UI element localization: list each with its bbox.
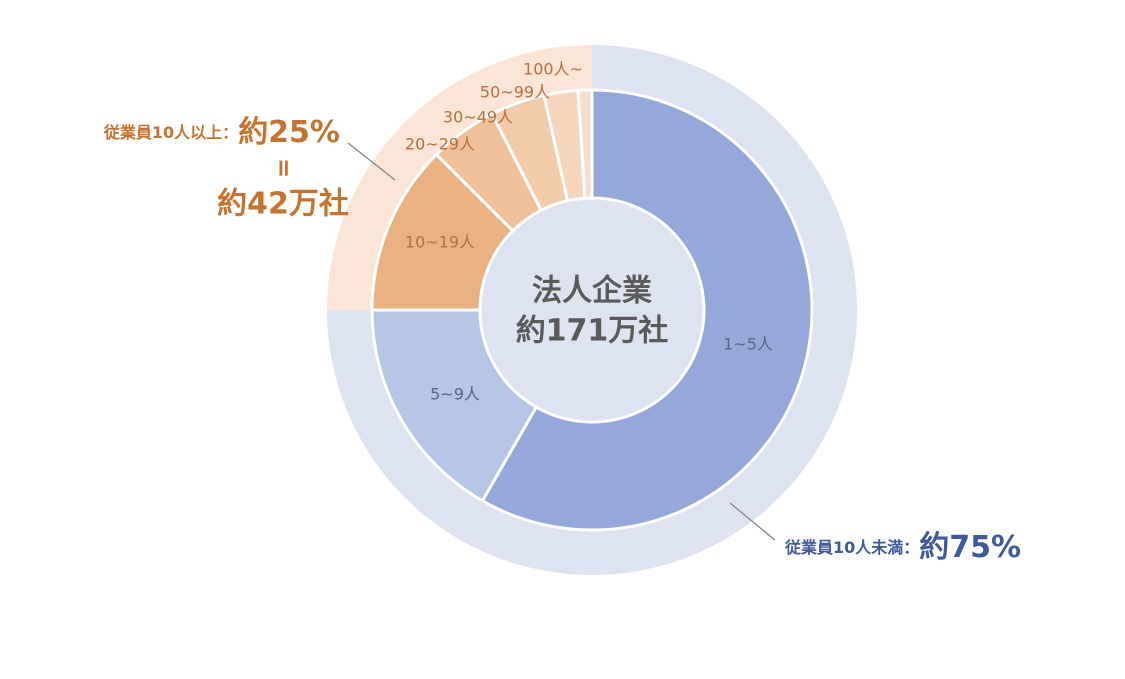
ring-value-label: 約75% [919,530,1021,565]
annotation: 約42万社 [217,187,349,222]
leader-line [347,142,396,181]
segment-label: 30~49人 [443,108,513,127]
segment-label: 5~9人 [430,385,480,404]
segment-label: 20~29人 [405,135,475,154]
annotation: = [270,158,298,178]
segment-label: 50~99人 [480,83,550,102]
ring-label-category: 従業員10人未満： [784,538,919,557]
ring-label: 従業員10人以上：約25% [103,115,340,150]
center-subtitle: 約171万社 [516,314,669,349]
inner-segment [480,88,814,532]
ring-label-category: 従業員10人以上： [103,123,238,142]
center-title: 法人企業 [532,274,652,309]
ring-value-label: 約25% [238,115,340,150]
leader-line [729,502,776,541]
segment-label: 1~5人 [723,335,773,354]
outer-segment [327,45,592,310]
segment-label: 100人~ [523,60,583,79]
inner-segment [370,308,539,503]
center-hole [480,198,704,422]
ring-label: 従業員10人未満：約75% [784,530,1021,565]
segment-label: 10~19人 [405,233,475,252]
inner-segment [576,88,594,200]
rings [327,45,857,575]
